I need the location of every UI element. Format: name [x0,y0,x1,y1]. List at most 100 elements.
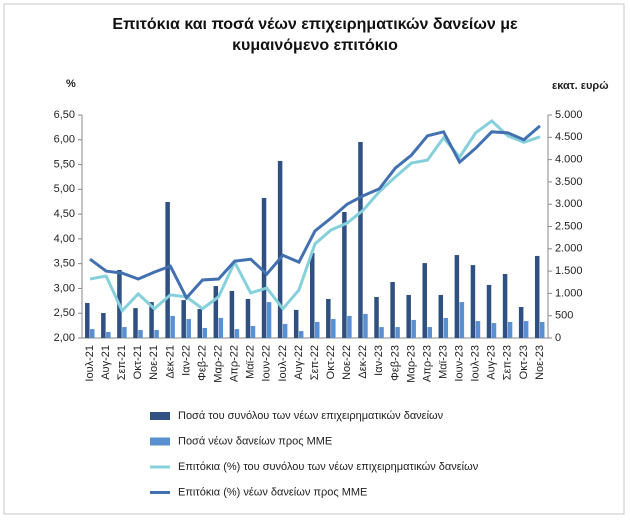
y2-tick-label: 4.000 [555,154,583,166]
bar [245,298,251,338]
bar [443,317,449,338]
bar [438,294,444,338]
bar [149,302,154,338]
bar [507,321,513,338]
x-tick-label: Οκτ-22 [325,345,337,379]
bar [154,329,159,338]
y-tick-label: 3,00 [54,282,75,294]
bar [454,255,460,338]
bar [331,319,336,338]
y2-tick-label: 0 [555,332,561,344]
bar [250,325,256,338]
legend-swatch [150,437,170,446]
bar [374,296,379,338]
bar [282,323,288,338]
x-tick-label: Σεπ-23 [502,345,514,380]
x-tick-label: Δεκ-21 [164,345,176,379]
frame [3,3,625,515]
bar [390,282,395,338]
bar [379,327,384,338]
y2-tick-label: 1.000 [555,287,583,299]
x-tick-label: Απρ-23 [421,345,433,382]
x-tick-label: Ιουν-22 [261,345,273,382]
x-tick-label: Ιουλ-23 [470,345,482,382]
bar [165,201,170,338]
x-tick-label: Δεκ-22 [357,345,369,379]
bar [310,253,315,338]
y2-tick-label: 2.000 [555,243,583,255]
bar [170,315,175,338]
bar [534,255,540,338]
bar [315,321,320,338]
y-tick-label: 5,00 [54,183,75,195]
bar [502,273,508,338]
x-tick-label: Αυγ-23 [486,345,498,380]
y2-tick-label: 3.500 [555,176,583,188]
bar [186,319,191,338]
bar [491,323,497,338]
x-tick-label: Σεπ-22 [309,345,321,380]
bar [326,298,331,338]
x-tick-label: Ιουλ-22 [277,345,289,382]
y-tick-label: 6,00 [54,134,75,146]
bar [475,321,481,338]
bar [90,329,95,338]
bar [363,313,368,338]
x-tick-label: Απρ-22 [229,345,241,382]
x-tick-label: Μαρ-22 [212,345,224,383]
bar [101,313,106,338]
bar [229,290,235,338]
x-tick-label: Αυγ-21 [100,345,112,380]
bar [122,327,127,338]
x-tick-label: Οκτ-23 [518,345,530,379]
y2-tick-label: 500 [555,310,573,322]
bar [470,265,476,338]
bar [459,302,465,338]
y2-tick-label: 3.000 [555,198,583,210]
bar [411,319,416,338]
bar [347,315,352,338]
y-tick-label: 5,50 [54,158,75,170]
bar [427,327,432,338]
y-tick-label: 3,50 [54,258,75,270]
bar [422,263,427,338]
bar [539,321,545,338]
bar [486,284,492,338]
x-tick-label: Φεβ-22 [196,345,208,381]
bar [277,160,283,338]
y-tick-label: 2,00 [54,332,75,344]
x-tick-label: Ιαν-22 [180,345,192,376]
x-tick-label: Μαρ-23 [405,345,417,383]
bar [358,141,363,338]
y-tick-label: 6,50 [54,109,75,121]
bar [298,331,304,338]
y-tick-label: 4,00 [54,233,75,245]
line [89,124,541,301]
bar [293,309,299,338]
line [89,119,541,314]
x-tick-label: Νοε-21 [148,345,160,380]
y-tick-label: 2,50 [54,307,75,319]
bar [518,307,524,338]
bar [266,302,272,338]
bar [138,329,143,338]
bar [218,317,224,338]
x-tick-label: Οκτ-21 [132,345,144,379]
bar [261,197,267,338]
x-tick-label: Μαϊ-22 [245,345,257,379]
bar [181,300,186,338]
y2-unit: εκατ. ευρώ [552,80,609,92]
legend-swatch [150,412,170,420]
bar [523,321,529,338]
bar [133,308,138,338]
legend-label: Ποσά του συνόλου των νέων επιχειρηματικώ… [178,410,444,422]
legend-label: Επιτόκια (%) του συνόλου των νέων επιχει… [178,461,479,473]
y-tick-label: 4,50 [54,208,75,220]
x-tick-label: Ιαν-23 [373,345,385,376]
y2-tick-label: 5.000 [555,109,583,121]
bar [202,327,208,338]
x-tick-label: Νοε-22 [341,345,353,380]
x-tick-label: Ιουλ-21 [84,345,96,382]
